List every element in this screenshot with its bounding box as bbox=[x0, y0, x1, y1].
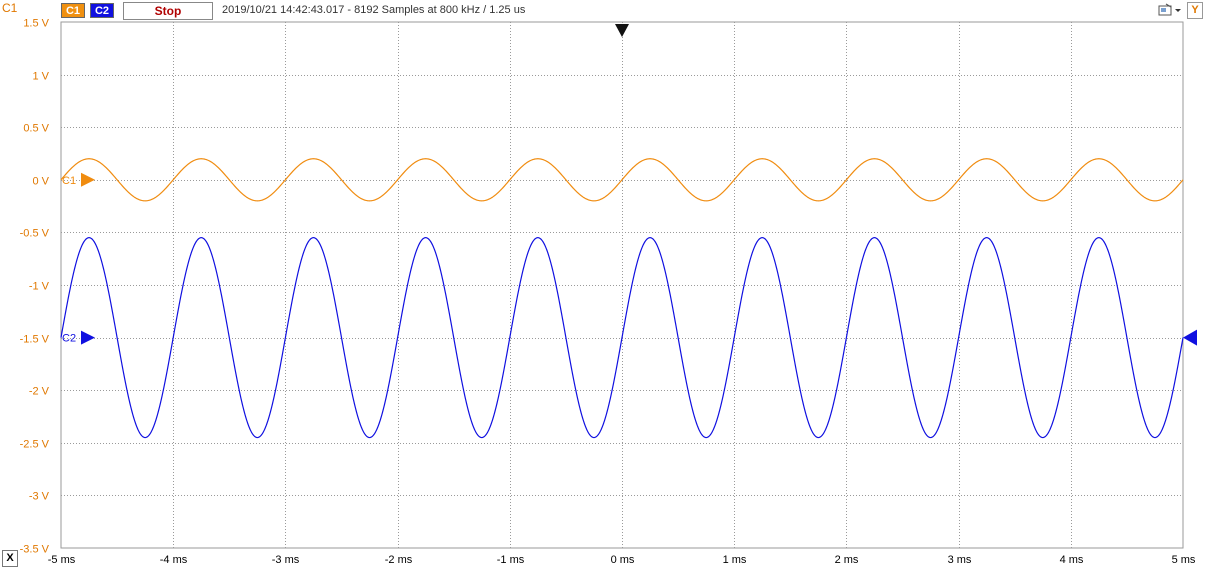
y-tick-labels: 1.5 V 1 V 0.5 V 0 V -0.5 V -1 V -1.5 V -2 V -2.5… bbox=[20, 18, 50, 556]
x-tick-label: 5 ms bbox=[1172, 554, 1196, 566]
channel-title: C1 bbox=[2, 1, 18, 15]
x-tick-label: 3 ms bbox=[948, 554, 972, 566]
offset-marker-c1[interactable] bbox=[81, 172, 95, 187]
y-tick-label: -1 V bbox=[29, 281, 50, 293]
y-tick-label: -0.5 V bbox=[20, 228, 50, 240]
x-tick-label: -2 ms bbox=[385, 554, 413, 566]
x-tick-label: 0 ms bbox=[611, 554, 635, 566]
y-tick-label: 0 V bbox=[32, 176, 49, 188]
trigger-level-marker[interactable] bbox=[1183, 329, 1197, 346]
tool-dropdown-icon[interactable] bbox=[1157, 3, 1183, 18]
x-tick-label: -1 ms bbox=[497, 554, 525, 566]
y-tick-label: -2 V bbox=[29, 386, 50, 398]
x-tick-label: 4 ms bbox=[1060, 554, 1084, 566]
y-axis-button[interactable]: Y bbox=[1187, 2, 1203, 19]
traces bbox=[60, 158, 1184, 439]
trace-c2 bbox=[60, 237, 1184, 439]
x-tick-label: 1 ms bbox=[723, 554, 747, 566]
toolbar: C1 C1 C2 Stop 2019/10/21 14:42:43.017 - … bbox=[0, 0, 1206, 22]
y-tick-label: 1.5 V bbox=[23, 18, 49, 30]
stop-button[interactable]: Stop bbox=[123, 2, 213, 20]
x-tick-label: 2 ms bbox=[835, 554, 859, 566]
trace-c1 bbox=[60, 158, 1184, 202]
x-axis-button[interactable]: X bbox=[2, 550, 18, 567]
trigger-time-marker[interactable] bbox=[615, 24, 629, 37]
y-tick-label: -3 V bbox=[29, 491, 50, 503]
y-tick-label: 1 V bbox=[32, 71, 49, 83]
x-tick-label: -3 ms bbox=[272, 554, 300, 566]
marker-label-c1: C1 bbox=[62, 175, 76, 187]
channel-2-button[interactable]: C2 bbox=[90, 3, 114, 18]
acquisition-status: 2019/10/21 14:42:43.017 - 8192 Samples a… bbox=[222, 4, 526, 16]
y-tick-label: -1.5 V bbox=[20, 334, 50, 346]
x-tick-label: -5 ms bbox=[48, 554, 76, 566]
x-tick-labels: -5 ms -4 ms -3 ms -2 ms -1 ms 0 ms 1 ms 2 ms 3 m… bbox=[48, 554, 1196, 566]
x-tick-label: -4 ms bbox=[160, 554, 188, 566]
channel-1-button[interactable]: C1 bbox=[61, 3, 85, 18]
marker-label-c2: C2 bbox=[62, 333, 76, 345]
markers[interactable]: C1 C2 bbox=[62, 24, 1197, 346]
y-tick-label: -3.5 V bbox=[20, 544, 50, 556]
offset-marker-c2[interactable] bbox=[81, 330, 95, 345]
y-tick-label: -2.5 V bbox=[20, 439, 50, 451]
y-tick-label: 0.5 V bbox=[23, 123, 49, 135]
grid bbox=[60, 21, 1184, 549]
